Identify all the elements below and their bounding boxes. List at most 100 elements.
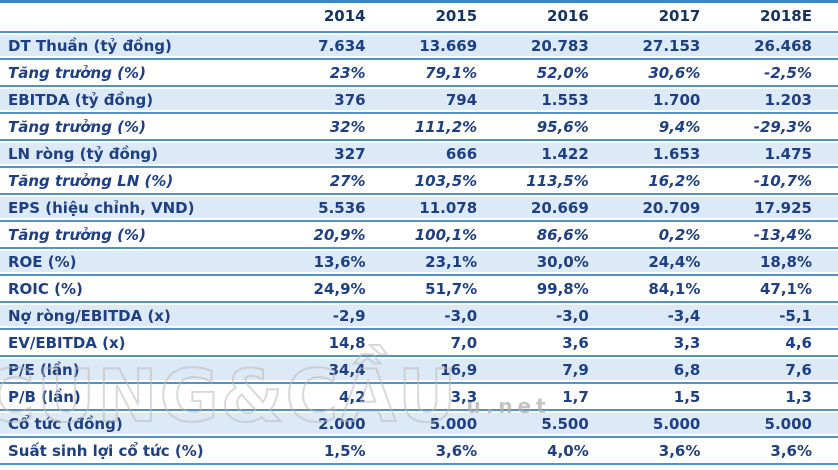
value-cell: -2,5% (726, 60, 838, 87)
value-cell: 376 (280, 87, 392, 114)
value-cell: 51,7% (391, 276, 504, 303)
row-label-cell: Nợ ròng/EBITDA (x) (0, 303, 280, 330)
table-header-row: 2014 2015 2016 2017 2018E (0, 0, 838, 33)
table-body: DT Thuần (tỷ đồng) 7.634 13.669 20.783 27.15… (0, 33, 838, 465)
value-cell: 4,6 (726, 330, 838, 357)
value-cell: 2.000 (280, 411, 392, 438)
table-row: LN ròng (tỷ đồng) 327 666 1.422 1.653 1.475 (0, 141, 838, 168)
value-cell: 6,8 (614, 357, 727, 384)
value-cell: -2,9 (280, 303, 392, 330)
value-cell: 30,6% (614, 60, 727, 87)
value-cell: 13,6% (280, 249, 392, 276)
value-cell: 20.709 (614, 195, 727, 222)
value-cell: 111,2% (391, 114, 504, 141)
value-cell: 5.536 (280, 195, 392, 222)
value-cell: 27.153 (614, 33, 727, 60)
value-cell: 30,0% (503, 249, 615, 276)
value-cell: 3,3 (614, 330, 727, 357)
value-cell: 100,1% (391, 222, 504, 249)
value-cell: -5,1 (726, 303, 838, 330)
value-cell: 23% (280, 60, 392, 87)
value-cell: 3,6% (614, 438, 727, 465)
value-cell: 7,6 (726, 357, 838, 384)
value-cell: 0,2% (614, 222, 727, 249)
row-label-cell: Suất sinh lợi cổ tức (%) (0, 438, 280, 465)
value-cell: 7,0 (391, 330, 504, 357)
row-label-cell: EV/EBITDA (x) (0, 330, 280, 357)
value-cell: 16,9 (391, 357, 504, 384)
value-cell: 113,5% (503, 168, 615, 195)
column-header-2014: 2014 (280, 0, 392, 33)
row-label-cell: P/E (lần) (0, 357, 280, 384)
value-cell: 13.669 (391, 33, 504, 60)
table-row: EPS (hiệu chỉnh, VND) 5.536 11.078 20.669 20… (0, 195, 838, 222)
table-row: Tăng trưởng LN (%) 27% 103,5% 113,5% 16,2% -1… (0, 168, 838, 195)
value-cell: 1,7 (503, 384, 615, 411)
value-cell: 34,4 (280, 357, 392, 384)
column-header-2017: 2017 (614, 0, 727, 33)
table-row: Tăng trưởng (%) 23% 79,1% 52,0% 30,6% -2,5% (0, 60, 838, 87)
value-cell: 20,9% (280, 222, 392, 249)
value-cell: 1,3 (726, 384, 838, 411)
value-cell: 18,8% (726, 249, 838, 276)
row-label-cell: ROE (%) (0, 249, 280, 276)
value-cell: -29,3% (726, 114, 838, 141)
value-cell: 9,4% (614, 114, 727, 141)
value-cell: 1.475 (726, 141, 838, 168)
value-cell: 103,5% (391, 168, 504, 195)
value-cell: 7,9 (503, 357, 615, 384)
row-label-cell: Tăng trưởng (%) (0, 114, 280, 141)
table-row: Cổ tức (đồng) 2.000 5.000 5.500 5.000 5.000 (0, 411, 838, 438)
value-cell: 3,6% (726, 438, 838, 465)
row-label-cell: Cổ tức (đồng) (0, 411, 280, 438)
row-label-cell: EPS (hiệu chỉnh, VND) (0, 195, 280, 222)
row-label-cell: EBITDA (tỷ đồng) (0, 87, 280, 114)
value-cell: 84,1% (614, 276, 727, 303)
row-label-cell: DT Thuần (tỷ đồng) (0, 33, 280, 60)
value-cell: 5.500 (503, 411, 615, 438)
column-header-2016: 2016 (503, 0, 615, 33)
value-cell: 17.925 (726, 195, 838, 222)
table-row: EV/EBITDA (x) 14,8 7,0 3,6 3,3 4,6 (0, 330, 838, 357)
value-cell: 47,1% (726, 276, 838, 303)
value-cell: 99,8% (503, 276, 615, 303)
value-cell: 3,3 (391, 384, 504, 411)
value-cell: 666 (391, 141, 504, 168)
label-column-header (0, 0, 280, 33)
value-cell: 26.468 (726, 33, 838, 60)
table-row: P/E (lần) 34,4 16,9 7,9 6,8 7,6 (0, 357, 838, 384)
value-cell: 1.422 (503, 141, 615, 168)
column-header-2018E: 2018E (726, 0, 838, 33)
value-cell: 95,6% (503, 114, 615, 141)
value-cell: 20.669 (503, 195, 615, 222)
value-cell: 1.203 (726, 87, 838, 114)
value-cell: 32% (280, 114, 392, 141)
value-cell: 20.783 (503, 33, 615, 60)
value-cell: -3,0 (503, 303, 615, 330)
row-label-cell: Tăng trưởng LN (%) (0, 168, 280, 195)
value-cell: 1.700 (614, 87, 727, 114)
value-cell: 794 (391, 87, 504, 114)
value-cell: 27% (280, 168, 392, 195)
value-cell: 5.000 (726, 411, 838, 438)
row-label-cell: Tăng trưởng (%) (0, 222, 280, 249)
row-label-cell: Tăng trưởng (%) (0, 60, 280, 87)
value-cell: 23,1% (391, 249, 504, 276)
value-cell: 79,1% (391, 60, 504, 87)
value-cell: -13,4% (726, 222, 838, 249)
value-cell: 24,9% (280, 276, 392, 303)
value-cell: 24,4% (614, 249, 727, 276)
value-cell: 3,6% (391, 438, 504, 465)
value-cell: 16,2% (614, 168, 727, 195)
value-cell: 5.000 (391, 411, 504, 438)
value-cell: 5.000 (614, 411, 727, 438)
value-cell: 7.634 (280, 33, 392, 60)
value-cell: 327 (280, 141, 392, 168)
value-cell: 4,0% (503, 438, 615, 465)
value-cell: 1.553 (503, 87, 615, 114)
table-row: EBITDA (tỷ đồng) 376 794 1.553 1.700 1.203 (0, 87, 838, 114)
value-cell: 11.078 (391, 195, 504, 222)
table-row: P/B (lần) 4,2 3,3 1,7 1,5 1,3 (0, 384, 838, 411)
value-cell: 1,5% (280, 438, 392, 465)
